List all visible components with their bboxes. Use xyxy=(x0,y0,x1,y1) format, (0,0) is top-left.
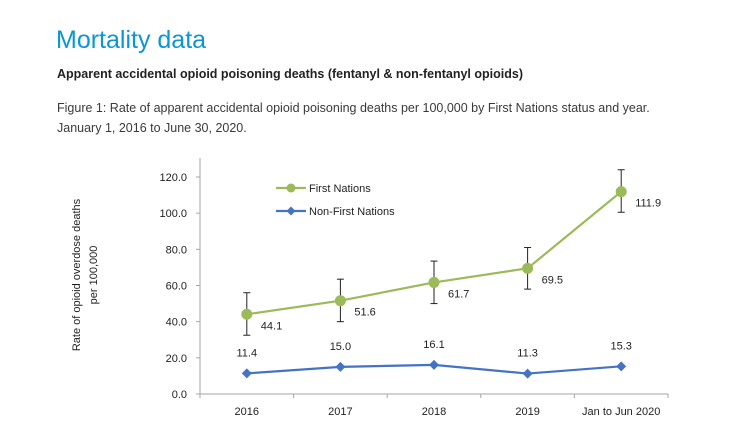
x-tick-label: 2019 xyxy=(515,406,539,418)
first-nations-point xyxy=(428,276,440,288)
first-nations-data-label: 61.7 xyxy=(448,288,469,300)
first-nations-point xyxy=(241,308,253,320)
legend-marker-non-first-nations xyxy=(286,206,296,216)
y-axis-title: Rate of opioid overdose deaths xyxy=(71,198,83,351)
chart-subtitle: Apparent accidental opioid poisoning dea… xyxy=(57,67,523,81)
first-nations-data-label: 111.9 xyxy=(635,198,661,210)
non-first-nations-data-label: 16.1 xyxy=(423,339,444,351)
y-axis-title: per 100,000 xyxy=(88,246,100,305)
y-tick-label: 60.0 xyxy=(166,281,187,293)
first-nations-data-label: 69.5 xyxy=(542,274,563,286)
legend-label-first-nations: First Nations xyxy=(309,183,371,195)
first-nations-data-label: 51.6 xyxy=(354,307,375,319)
y-tick-label: 80.0 xyxy=(166,244,187,256)
legend-marker-first-nations xyxy=(286,183,296,193)
non-first-nations-point xyxy=(522,368,533,379)
non-first-nations-data-label: 11.4 xyxy=(237,347,258,359)
x-tick-label: 2018 xyxy=(422,406,446,418)
non-first-nations-point xyxy=(616,361,627,372)
non-first-nations-data-label: 15.0 xyxy=(330,341,351,353)
first-nations-point xyxy=(334,295,346,307)
non-first-nations-data-label: 11.3 xyxy=(517,348,538,360)
non-first-nations-point xyxy=(429,359,439,370)
non-first-nations-point xyxy=(335,361,346,372)
y-tick-label: 40.0 xyxy=(166,317,187,329)
non-first-nations-point xyxy=(241,368,252,379)
y-tick-label: 20.0 xyxy=(166,353,187,365)
figure-caption: Figure 1: Rate of apparent accidental op… xyxy=(57,101,650,135)
y-tick-label: 100.0 xyxy=(159,208,187,220)
x-tick-label: Jan to Jun 2020 xyxy=(582,406,660,418)
legend-label-non-first-nations: Non-First Nations xyxy=(309,206,395,218)
non-first-nations-data-label: 15.3 xyxy=(610,340,631,352)
section-title: Mortality data xyxy=(56,26,207,54)
x-tick-label: 2016 xyxy=(235,406,259,418)
y-tick-label: 0.0 xyxy=(172,389,187,401)
first-nations-point xyxy=(522,262,534,274)
first-nations-point xyxy=(615,186,627,198)
y-tick-label: 120.0 xyxy=(159,172,187,184)
x-tick-label: 2017 xyxy=(328,406,352,418)
first-nations-data-label: 44.1 xyxy=(261,320,282,332)
